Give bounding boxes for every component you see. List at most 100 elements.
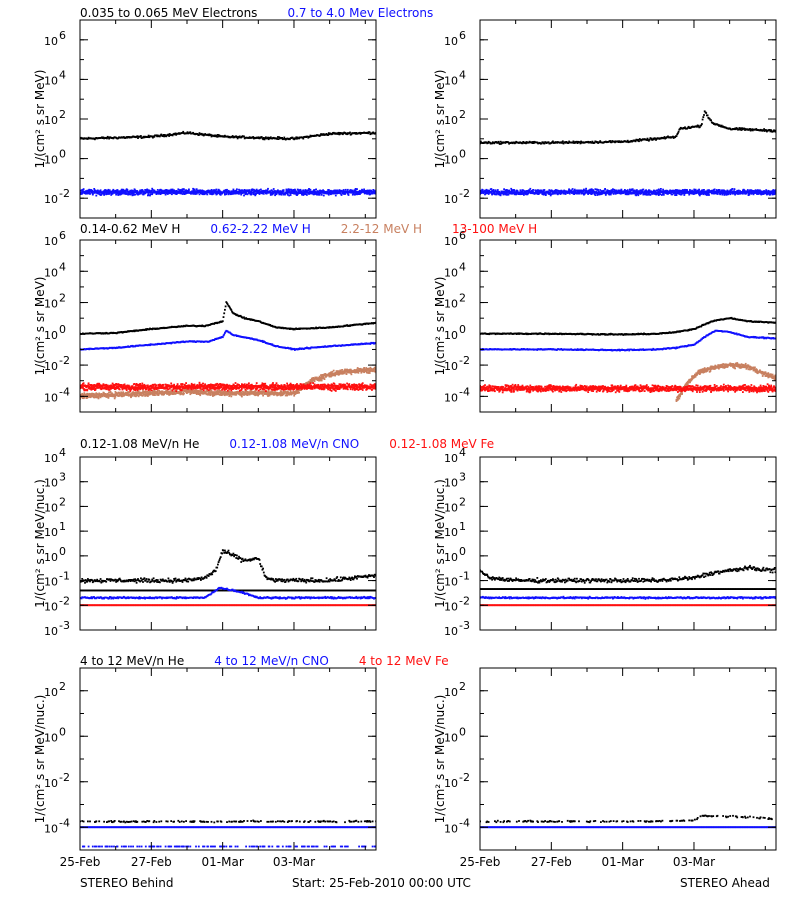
data-point [286,191,288,194]
y-axis-label: 1/(cm² s sr MeV) [433,70,447,169]
data-point [320,192,322,194]
data-point [595,190,598,193]
data-point [239,190,242,193]
series-group [80,130,376,197]
data-point [144,392,147,394]
data-point [705,112,708,114]
data-point [368,191,370,193]
data-point [247,189,250,192]
data-point [277,189,279,192]
series-group [80,301,376,400]
data-point [260,188,262,191]
data-point [224,193,226,196]
data-point [122,188,125,191]
data-point [251,188,254,191]
data-point [281,192,284,194]
data-point [192,131,194,134]
data-point [120,188,123,191]
data-point [136,135,139,138]
data-point [274,194,276,197]
data-point [171,134,174,137]
data-point [197,389,200,392]
data-point [201,189,204,192]
legend-entry-0: 0.035 to 0.065 MeV Electrons [80,6,257,20]
data-point [503,188,505,191]
data-point [672,135,674,138]
data-point [530,192,533,194]
data-point [231,193,234,195]
data-point [153,393,156,396]
data-point [588,191,591,194]
data-point [631,188,634,191]
data-point [100,193,103,196]
data-point [236,313,238,316]
data-point [235,189,238,192]
data-point [225,301,228,303]
data-point [756,190,759,193]
data-point [229,308,232,310]
data-point [103,194,105,196]
data-point [772,130,775,133]
data-point [161,135,164,137]
data-point [769,130,772,133]
data-point [772,189,775,191]
data-point [574,141,577,144]
data-point [683,127,686,130]
data-point [96,189,99,192]
data-point [221,393,224,396]
data-point [87,192,90,195]
data-point [638,190,640,192]
data-point [698,188,700,191]
data-point [103,192,106,195]
series-group [480,110,776,197]
data-point [212,394,214,396]
data-point [149,344,151,347]
data-point [149,393,152,396]
data-point [296,193,299,196]
data-point [359,131,361,134]
data-point [200,190,203,193]
data-point [716,192,719,195]
data-point [176,192,178,195]
data-point [600,190,603,192]
data-point [646,137,649,140]
data-point [148,393,151,396]
data-point [698,193,700,196]
data-point [637,194,640,197]
data-point [706,194,708,196]
data-point [332,192,334,195]
data-point [113,397,116,400]
data-point [647,193,650,196]
data-point [165,192,168,194]
data-point [594,188,597,191]
data-point [293,191,296,194]
data-point [264,137,267,140]
data-point [156,393,158,396]
data-point [354,193,356,196]
data-point [626,189,629,191]
data-point [593,141,596,144]
data-point [748,193,751,196]
data-point [220,394,223,396]
data-point [253,193,256,196]
data-point [144,395,146,397]
data-point [619,189,621,192]
data-point [674,194,676,196]
data-point [149,194,151,197]
data-point [751,128,753,131]
data-point [585,187,587,190]
data-point [206,193,209,196]
data-point [81,192,84,195]
data-point [156,391,158,393]
data-point [510,187,513,190]
data-point [191,190,194,192]
data-point [213,339,216,341]
data-point [255,192,257,195]
data-point [507,141,510,144]
data-point [315,188,317,191]
data-point [188,188,190,191]
data-point [153,189,156,192]
data-point [140,191,143,194]
data-point [212,192,215,195]
